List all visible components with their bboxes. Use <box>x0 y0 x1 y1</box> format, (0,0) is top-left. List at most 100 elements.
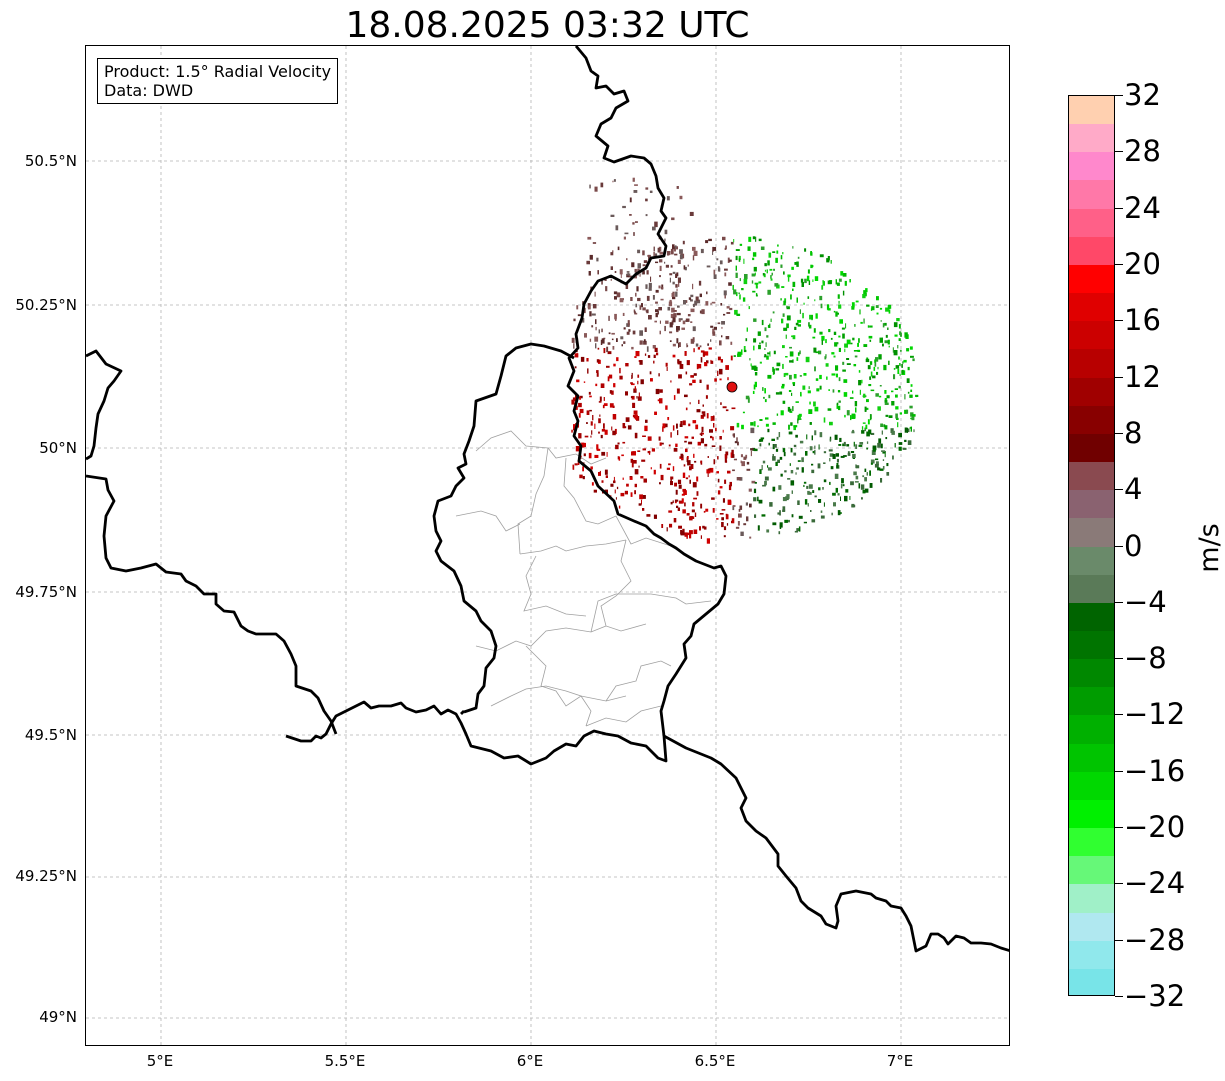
radar-echo-pixel <box>587 236 592 240</box>
radar-echo-pixel <box>689 211 694 216</box>
radar-echo-pixel <box>632 222 635 225</box>
radar-map[interactable] <box>86 46 1010 1046</box>
colorbar-tick <box>1115 714 1123 715</box>
radar-echo-pixel <box>763 396 765 399</box>
radar-echo-pixel <box>631 346 634 350</box>
radar-echo-pixel <box>677 360 682 365</box>
radar-echo-pixel <box>648 315 652 320</box>
radar-echo-pixel <box>853 471 857 476</box>
radar-echo-pixel <box>809 422 812 425</box>
radar-echo-pixel <box>693 497 697 500</box>
radar-echo-pixel <box>805 451 808 456</box>
colorbar-tick <box>1115 827 1123 828</box>
lon-tick-label: 7°E <box>886 1052 914 1070</box>
radar-echo-pixel <box>684 532 688 537</box>
radar-echo-pixel <box>662 426 664 432</box>
radar-echo-pixel <box>689 479 691 484</box>
radar-echo-pixel <box>775 368 780 371</box>
radar-echo-pixel <box>803 481 807 484</box>
radar-echo-pixel <box>783 300 786 306</box>
radar-echo-pixel <box>654 221 658 228</box>
radar-echo-pixel <box>603 423 605 429</box>
radar-echo-pixel <box>705 508 709 512</box>
radar-echo-pixel <box>637 268 640 272</box>
radar-echo-pixel <box>799 350 801 355</box>
radar-echo-pixel <box>773 350 776 355</box>
radar-echo-pixel <box>676 388 680 394</box>
radar-echo-pixel <box>618 505 621 509</box>
radar-echo-pixel <box>574 463 578 466</box>
radar-echo-pixel <box>743 258 745 264</box>
radar-echo-pixel <box>735 526 740 529</box>
radar-echo-pixel <box>777 244 779 247</box>
radar-echo-pixel <box>673 310 677 312</box>
radar-echo-pixel <box>802 385 806 390</box>
lat-tick-label: 49.75°N <box>15 583 77 601</box>
colorbar-tick <box>1115 377 1123 378</box>
radar-echo-pixel <box>700 248 704 254</box>
radar-echo-pixel <box>818 499 822 503</box>
radar-echo-pixel <box>725 513 728 516</box>
radar-echo-pixel <box>703 526 707 530</box>
radar-echo-pixel <box>904 427 908 433</box>
radar-echo-pixel <box>692 420 697 424</box>
radar-echo-pixel <box>631 262 635 268</box>
radar-echo-pixel <box>811 265 814 268</box>
product-info-box: Product: 1.5° Radial Velocity Data: DWD <box>97 58 339 104</box>
radar-echo-pixel <box>811 315 813 321</box>
radar-echo-pixel <box>648 282 652 288</box>
radar-echo-pixel <box>804 278 807 284</box>
radar-echo-pixel <box>807 269 810 274</box>
radar-echo-pixel <box>669 273 673 276</box>
radar-echo-pixel <box>619 298 624 303</box>
radar-echo-pixel <box>724 268 728 271</box>
radar-echo-pixel <box>717 370 719 376</box>
radar-echo-pixel <box>696 491 699 496</box>
radar-echo-pixel <box>886 463 889 467</box>
radar-echo-pixel <box>903 359 907 363</box>
radar-echo-pixel <box>773 368 775 374</box>
radar-echo-pixel <box>782 252 784 255</box>
radar-echo-pixel <box>634 432 638 439</box>
radar-echo-pixel <box>741 461 745 467</box>
radar-echo-pixel <box>897 345 899 349</box>
radar-echo-pixel <box>678 374 682 379</box>
radar-echo-pixel <box>835 373 838 378</box>
colorbar-tick-label: 12 <box>1124 360 1161 394</box>
colorbar-segment <box>1069 490 1114 519</box>
radar-echo-pixel <box>768 252 772 258</box>
radar-echo-pixel <box>779 524 782 529</box>
radar-echo-pixel <box>910 389 913 392</box>
map-panel[interactable] <box>85 45 1010 1046</box>
radar-echo-pixel <box>761 465 763 471</box>
radar-echo-pixel <box>628 275 633 278</box>
radar-echo-pixel <box>781 383 785 387</box>
radar-echo-pixel <box>867 419 870 425</box>
colorbar-segment <box>1069 940 1114 970</box>
radar-echo-pixel <box>795 401 799 403</box>
radar-echo-pixel <box>819 295 823 301</box>
radar-echo-pixel <box>676 338 679 344</box>
colorbar-segment <box>1069 518 1114 548</box>
radar-echo-pixel <box>643 478 647 483</box>
radar-echo-pixel <box>842 484 845 487</box>
radar-echo-pixel <box>639 494 643 500</box>
radar-echo-pixel <box>682 320 686 325</box>
radar-echo-pixel <box>683 265 686 270</box>
radar-site-marker[interactable] <box>726 381 738 393</box>
radar-echo-pixel <box>660 287 664 290</box>
radar-echo-pixel <box>665 320 669 324</box>
radar-echo-pixel <box>699 293 702 298</box>
colorbar-tick-label: 24 <box>1124 191 1161 225</box>
colorbar-segment <box>1069 968 1114 995</box>
radar-echo-pixel <box>603 403 608 406</box>
radar-echo-pixel <box>880 443 883 449</box>
colorbar-tick-label: 0 <box>1124 529 1143 563</box>
graticule <box>86 46 1009 1045</box>
radar-echo-pixel <box>653 354 656 358</box>
radar-echo-pixel <box>802 312 804 319</box>
radar-echo-pixel <box>757 496 759 502</box>
radar-echo-pixel <box>753 338 757 343</box>
radar-echo-pixel <box>669 331 673 334</box>
radar-echo-pixel <box>788 390 792 392</box>
